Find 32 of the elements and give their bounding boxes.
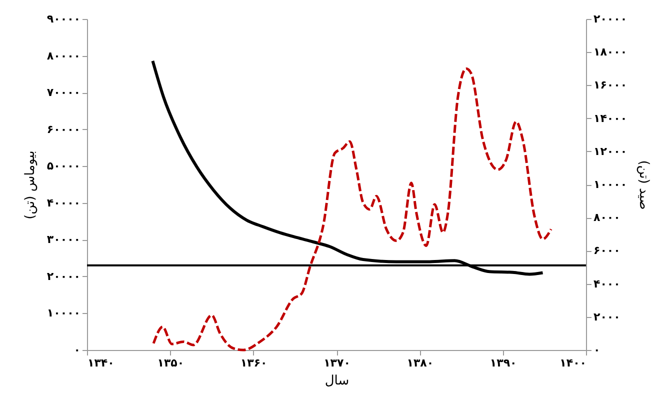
y-tick-label: ۸۰۰۰۰	[46, 49, 80, 62]
y2-axis-title: صید (تن)	[636, 160, 652, 210]
y2-tick-label: ۲۰۰۰۰	[594, 12, 628, 26]
y2-tick-label: ۱۸۰۰۰	[594, 46, 628, 59]
y2-tick-label: ۸۰۰۰	[594, 211, 620, 224]
y-tick-label: ۲۰۰۰۰	[46, 270, 80, 283]
x-tick-label: ۱۳۴۰	[88, 356, 114, 370]
y2-tick-label: ۲۰۰۰	[594, 310, 620, 324]
y-tick-label: ۴۰۰۰۰	[46, 196, 80, 210]
y2-tick-label: ۱۶۰۰۰	[594, 78, 628, 92]
y2-tick-label: ۱۴۰۰۰	[594, 112, 628, 125]
y2-tick-label: ۴۰۰۰	[594, 277, 620, 290]
y-axis-title: بیوماس (تن)	[22, 150, 38, 220]
x-tick-label: ۱۴۰۰	[560, 356, 586, 370]
y2-tick-label: ۱۰۰۰۰	[594, 178, 628, 191]
y2-tick-label: ۰	[594, 344, 600, 356]
y-tick-label: ۶۰۰۰۰	[46, 122, 80, 136]
x-tick-label: ۱۳۶۰	[240, 356, 268, 370]
x-tick-label: ۱۳۵۰	[157, 356, 184, 370]
y-tick-label: ۱۰۰۰۰	[46, 306, 80, 320]
y-tick-label: ۰	[74, 344, 80, 356]
y-tick-label: ۷۰۰۰۰	[46, 86, 80, 100]
y2-tick-label: ۱۲۰۰۰	[594, 144, 628, 158]
x-tick-label: ۱۳۸۰	[406, 356, 434, 370]
x-axis-title: سال	[324, 374, 350, 388]
x-tick-label: ۱۳۹۰	[490, 356, 517, 370]
y2-tick-label: ۶۰۰۰	[594, 244, 620, 258]
y-tick-label: ۳۰۰۰۰	[46, 233, 80, 246]
line-series	[152, 67, 552, 352]
y-tick-label: ۵۰۰۰۰	[46, 160, 80, 173]
x-tick-label: ۱۳۷۰	[324, 356, 350, 370]
y-tick-label: ۹۰۰۰۰	[46, 12, 80, 26]
